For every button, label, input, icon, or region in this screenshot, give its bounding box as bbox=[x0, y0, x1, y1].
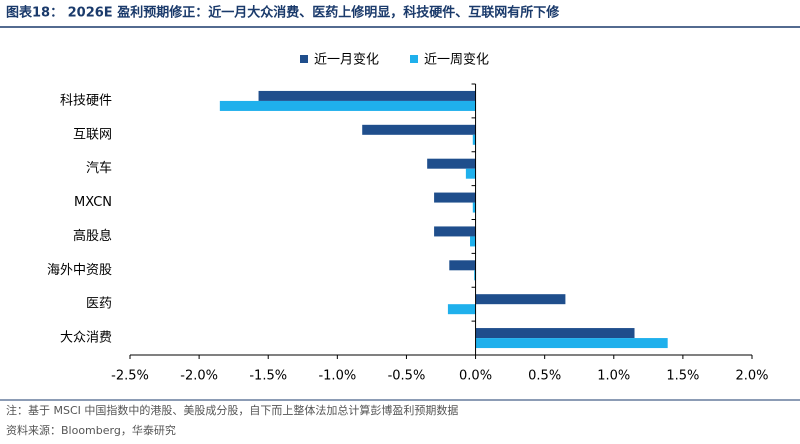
legend-label: 近一月变化 bbox=[314, 52, 379, 68]
bar bbox=[447, 304, 476, 315]
y-tick-label: 医药 bbox=[86, 297, 112, 312]
legend-swatch bbox=[300, 55, 308, 63]
y-tick-label: 海外中资股 bbox=[47, 263, 112, 278]
bar bbox=[472, 202, 476, 213]
x-tick-label: 2.0% bbox=[735, 369, 768, 384]
bar bbox=[258, 90, 476, 101]
y-tick-label: 高股息 bbox=[73, 228, 112, 244]
bar bbox=[434, 192, 476, 203]
bar bbox=[427, 158, 476, 169]
source: 资料来源：Bloomberg，华泰研究 bbox=[6, 423, 176, 437]
chart-title: 图表18： 2026E 盈利预期修正：近一月大众消费、医药上修明显，科技硬件、互… bbox=[6, 5, 560, 21]
bar bbox=[472, 134, 476, 145]
x-tick-label: -2.5% bbox=[111, 369, 149, 384]
x-tick-label: 1.0% bbox=[597, 369, 630, 384]
y-tick-label: 科技硬件 bbox=[60, 93, 112, 108]
bar bbox=[362, 124, 476, 135]
bar bbox=[475, 294, 566, 305]
legend-label: 近一周变化 bbox=[424, 52, 489, 68]
y-tick-label: MXCN bbox=[74, 195, 112, 210]
bar bbox=[470, 236, 476, 247]
y-tick-label: 互联网 bbox=[73, 127, 112, 142]
y-tick-label: 大众消费 bbox=[60, 331, 112, 346]
bar bbox=[465, 168, 476, 179]
x-tick-label: -1.0% bbox=[318, 369, 356, 384]
x-tick-label: -1.5% bbox=[249, 369, 287, 384]
x-tick-label: 1.5% bbox=[666, 369, 699, 384]
legend-swatch bbox=[410, 55, 418, 63]
bar bbox=[434, 226, 476, 237]
x-tick-label: -0.5% bbox=[388, 369, 426, 384]
bar bbox=[219, 100, 476, 111]
bar bbox=[474, 270, 476, 281]
bar bbox=[449, 260, 476, 271]
bar bbox=[475, 338, 668, 349]
bar bbox=[475, 328, 635, 339]
x-tick-label: 0.0% bbox=[459, 369, 492, 384]
x-tick-label: -2.0% bbox=[180, 369, 218, 384]
y-tick-label: 汽车 bbox=[86, 160, 112, 176]
footnote: 注：基于 MSCI 中国指数中的港股、美股成分股，自下而上整体法加总计算彭博盈利… bbox=[6, 403, 458, 417]
x-tick-label: 0.5% bbox=[528, 369, 561, 384]
